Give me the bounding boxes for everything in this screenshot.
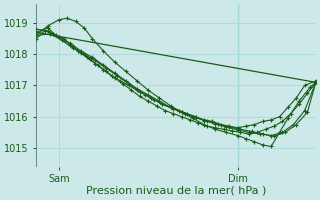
X-axis label: Pression niveau de la mer( hPa ): Pression niveau de la mer( hPa ): [86, 186, 266, 196]
